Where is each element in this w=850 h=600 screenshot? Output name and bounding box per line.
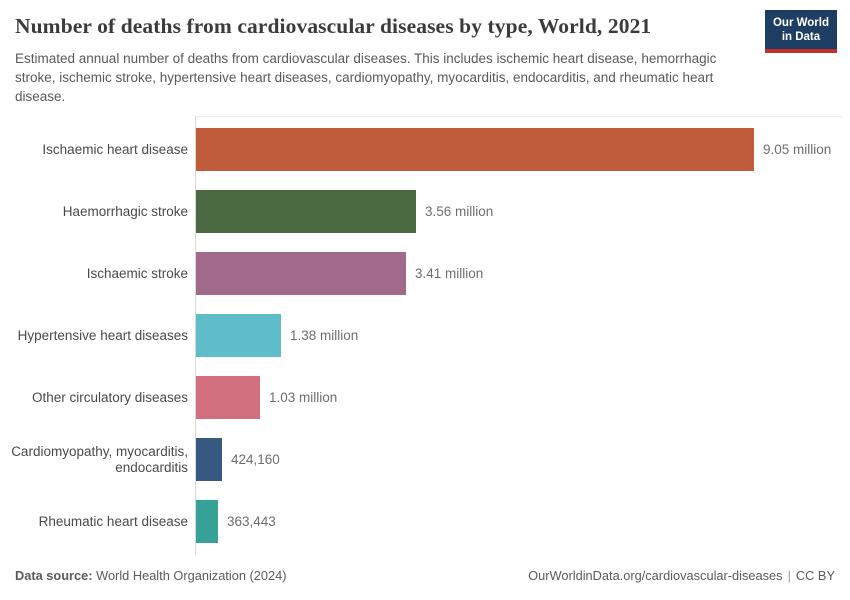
value-label: 363,443 [227, 514, 276, 529]
owid-logo-line2: in Data [781, 31, 821, 44]
value-label: 1.38 million [290, 328, 359, 343]
owid-url-link[interactable]: OurWorldinData.org/cardiovascular-diseas… [528, 568, 783, 583]
category-label: Rheumatic heart disease [38, 513, 188, 529]
data-source-label: Data source: [15, 568, 93, 583]
footer-separator: | [787, 568, 791, 583]
category-label: Other circulatory diseases [31, 389, 188, 405]
chart-title: Number of deaths from cardiovascular dis… [15, 14, 652, 38]
chart-subtitle: Estimated annual number of deaths from c… [15, 51, 717, 104]
value-label: 424,160 [231, 452, 280, 467]
owid-logo-line1: Our World [772, 17, 829, 29]
bar-ischaemic-stroke[interactable] [196, 252, 406, 295]
bar-cardiomyopathy-myocarditis-endocarditis[interactable] [196, 438, 222, 481]
footer-attribution: OurWorldinData.org/cardiovascular-diseas… [528, 568, 835, 583]
value-label: 3.41 million [415, 266, 484, 281]
chart-footer: Data source: World Health Organization (… [15, 568, 835, 583]
value-axis-baseline [195, 116, 196, 555]
value-label: 3.56 million [425, 204, 494, 219]
owid-logo[interactable]: Our World in Data [764, 10, 837, 53]
category-label: Haemorrhagic stroke [62, 203, 188, 219]
value-label: 1.03 million [269, 390, 338, 405]
category-label: Hypertensive heart diseases [17, 327, 188, 343]
bar-other-circulatory-diseases[interactable] [196, 376, 260, 419]
bar-haemorrhagic-stroke[interactable] [196, 190, 416, 233]
data-source-value: World Health Organization (2024) [96, 568, 287, 583]
license-label: CC BY [795, 568, 835, 583]
category-label: Cardiomyopathy, myocarditis, endocarditi… [11, 443, 188, 475]
category-label: Ischaemic stroke [86, 265, 188, 281]
category-label: Ischaemic heart disease [42, 141, 188, 157]
bar-ischaemic-heart-disease[interactable] [196, 128, 754, 171]
plot-top-border [195, 116, 843, 117]
data-source-note: Data source: World Health Organization (… [15, 568, 287, 583]
bar-rheumatic-heart-disease[interactable] [196, 500, 218, 543]
bar-hypertensive-heart-diseases[interactable] [196, 314, 281, 357]
value-label: 9.05 million [763, 142, 832, 157]
